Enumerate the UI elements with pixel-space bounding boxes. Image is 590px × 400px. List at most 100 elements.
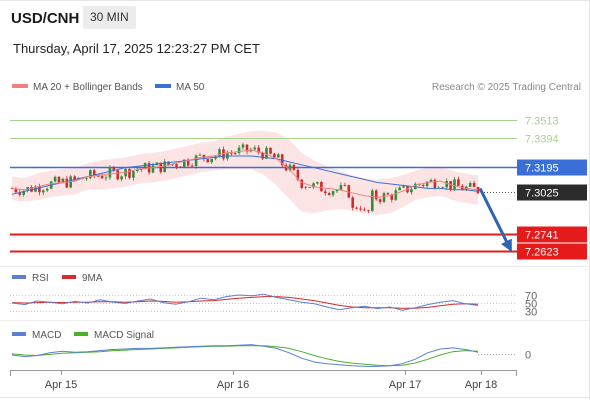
candle-body: [453, 179, 456, 190]
candle-body: [308, 187, 311, 188]
candle-body: [363, 209, 366, 211]
timeframe-badge[interactable]: 30 MIN: [83, 6, 136, 29]
x-tick-label-3: Apr 18: [465, 379, 497, 391]
candle-body: [402, 185, 405, 188]
candle-body: [18, 192, 22, 195]
candle-body: [96, 175, 100, 177]
candle-body: [288, 164, 292, 171]
candle-body: [175, 164, 178, 167]
candle-body: [351, 197, 354, 208]
candle-body: [390, 194, 394, 200]
level-label-5: 7.2623: [525, 247, 559, 259]
candle-body: [284, 165, 288, 171]
candle-body: [386, 193, 390, 195]
candle-body: [433, 179, 437, 189]
candle-body: [230, 152, 233, 154]
candle-body: [73, 176, 76, 180]
candle-body: [194, 155, 198, 166]
candle-body: [277, 154, 280, 158]
candle-body: [468, 183, 472, 187]
candle-body: [198, 154, 202, 156]
candle-body: [367, 210, 370, 212]
candle-body: [394, 190, 398, 200]
rsi-line: [11, 293, 479, 311]
candle-body: [108, 167, 112, 178]
candle-body: [257, 147, 260, 153]
chart-header: USD/CNH 30 MIN: [0, 0, 590, 36]
macd-tick-0: 0: [525, 350, 531, 362]
candle-body: [300, 179, 304, 188]
x-tick-label-1: Apr 16: [217, 379, 249, 391]
level-lines: [10, 120, 517, 253]
level-label-0: 7.3513: [525, 116, 559, 128]
ma20-legend-label: MA 20 + Bollinger Bands: [33, 82, 143, 93]
candle-body: [292, 164, 296, 170]
candle-body: [382, 193, 386, 202]
candle-body: [237, 147, 241, 154]
candle-body: [371, 190, 374, 211]
candle-body: [116, 170, 119, 180]
candle-body: [331, 191, 335, 195]
candle-body: [320, 182, 323, 192]
candle-body: [476, 187, 480, 194]
rsi-legend-label: RSI: [32, 273, 49, 284]
candle-body: [324, 191, 327, 194]
level-labels: 7.3513 7.3394 7.3195 7.3025 7.2741 7.2623: [517, 116, 587, 260]
candle-body: [14, 188, 18, 193]
x-tick-label-2: Apr 17: [389, 379, 421, 391]
level-label-4: 7.2741: [525, 230, 559, 242]
level-label-1: 7.3394: [525, 134, 559, 146]
macd-signal-legend-swatch: [74, 332, 88, 336]
candle-body: [355, 207, 358, 209]
candle-body: [304, 187, 307, 188]
candle-body: [186, 159, 190, 166]
candle-body: [112, 167, 116, 171]
candle-body: [410, 189, 413, 193]
candle-body: [269, 147, 272, 154]
candle-body: [327, 193, 331, 195]
candle-body: [335, 189, 339, 192]
candle-body: [347, 185, 351, 198]
candle-body: [151, 165, 155, 173]
candle-body: [22, 190, 25, 195]
symbol-title: USD/CNH: [11, 10, 80, 27]
rsi-tick-50: 50: [525, 299, 537, 311]
level-label-bg-3: [517, 184, 587, 201]
candle-body: [316, 182, 319, 184]
candle-body: [245, 144, 249, 152]
candle-body: [472, 183, 476, 187]
candle-body: [128, 169, 131, 178]
level-label-3: 7.3025: [525, 188, 559, 200]
candle-body: [421, 184, 425, 186]
macd-legend-label: MACD: [32, 330, 61, 341]
candle-body: [445, 181, 448, 188]
macd-legend-swatch: [12, 332, 26, 336]
candle-body: [210, 158, 213, 163]
candle-body: [65, 178, 69, 188]
candle-body: [233, 153, 237, 154]
candle-body: [280, 154, 284, 166]
candle-body: [92, 170, 96, 176]
level-label-bg-5: [517, 243, 587, 260]
rsi-tick-70: 70: [525, 291, 537, 303]
macd-signal-line: [11, 345, 479, 367]
candle-body: [429, 179, 433, 182]
level-label-2: 7.3195: [525, 163, 559, 175]
candle-body: [273, 153, 276, 158]
candle-body: [57, 176, 61, 183]
candle-body: [261, 152, 264, 159]
bollinger-band: [12, 130, 478, 215]
rsi-ma-legend-swatch: [62, 275, 76, 279]
level-label-bg-2: [517, 159, 587, 176]
candle-body: [85, 178, 88, 180]
x-tick-label-0: Apr 15: [45, 379, 77, 391]
candle-body: [206, 159, 210, 163]
candle-body: [124, 169, 127, 177]
candle-body: [218, 149, 221, 157]
rsi-tick-30: 30: [525, 307, 537, 319]
candle-body: [312, 183, 315, 188]
candle-body: [139, 169, 143, 170]
chart-datetime: Thursday, April 17, 2025 12:23:27 PM CET: [13, 41, 260, 56]
